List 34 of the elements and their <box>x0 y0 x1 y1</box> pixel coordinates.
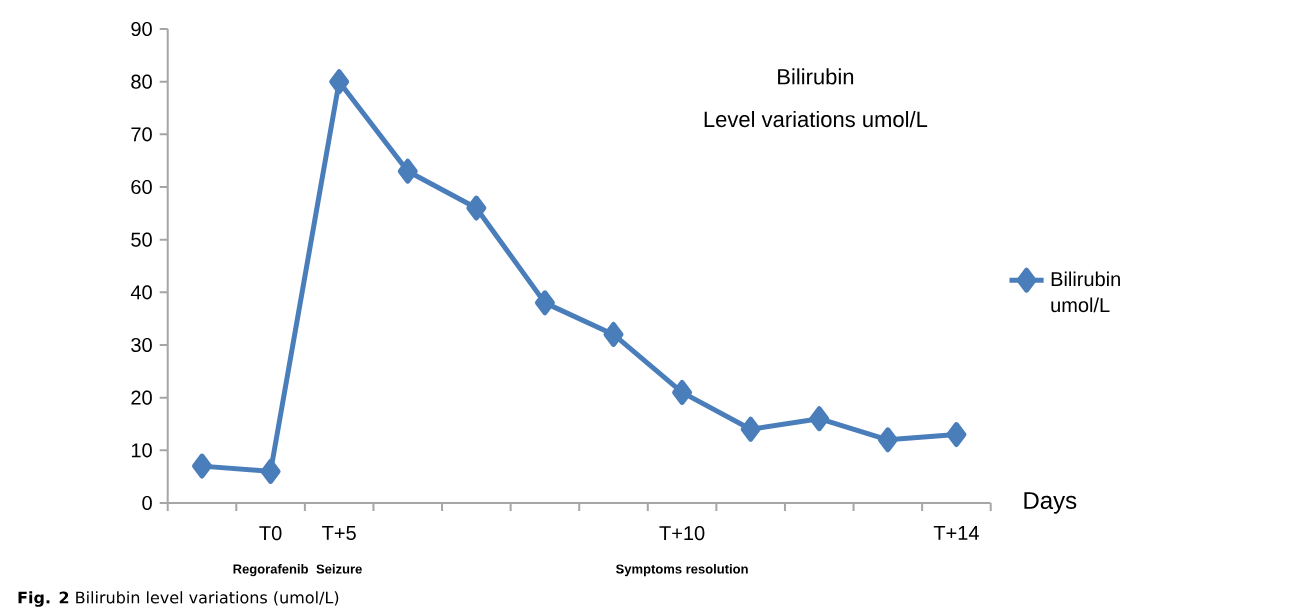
y-tick-label: 0 <box>142 495 152 511</box>
y-tick-label: 30 <box>131 337 152 353</box>
y-tick-label: 50 <box>131 232 152 247</box>
point <box>192 453 213 479</box>
x-tick-label: T+10 <box>659 526 705 541</box>
y-tick-label: 80 <box>131 74 152 89</box>
legend-label: Bilirubin umol/L <box>1051 271 1120 313</box>
point <box>740 416 761 442</box>
x-tick-label: T+5 <box>322 526 356 540</box>
point <box>809 406 830 432</box>
text: Symptoms resolution <box>616 564 748 577</box>
y-tick-label: 20 <box>131 390 152 405</box>
x-axis-title: Days <box>1024 492 1077 514</box>
point <box>877 427 898 453</box>
text: Bilirubin <box>778 68 854 85</box>
point <box>397 158 418 184</box>
y-tick-label: 10 <box>131 443 152 458</box>
x-tick-label: T+14 <box>933 526 979 540</box>
y-tick-label: 40 <box>130 285 152 300</box>
point <box>466 195 487 221</box>
point <box>603 321 624 347</box>
text: Regorafenib <box>233 564 308 577</box>
point <box>534 290 555 316</box>
point <box>672 379 693 405</box>
text: Level variations umol/L <box>704 111 928 128</box>
text: Fig. 2 Bilirubin level variations (umol/L) <box>18 591 339 607</box>
text: Seizure <box>316 564 362 574</box>
x-tick-label: T0 <box>259 526 282 541</box>
y-tick-label: 60 <box>131 179 152 195</box>
y-tick-label: 90 <box>131 21 152 37</box>
y-tick-label: 70 <box>131 127 152 142</box>
point <box>329 69 350 95</box>
point <box>260 458 281 484</box>
point <box>946 422 967 448</box>
